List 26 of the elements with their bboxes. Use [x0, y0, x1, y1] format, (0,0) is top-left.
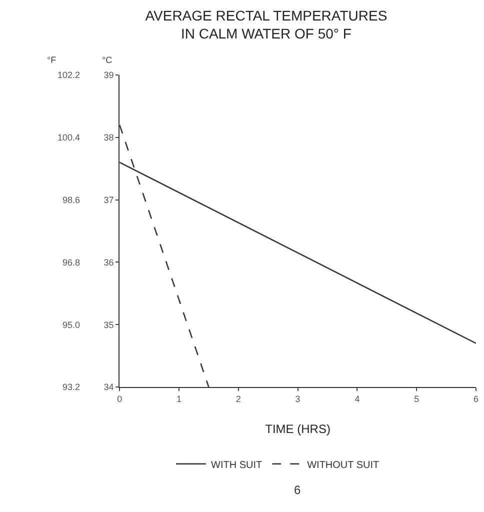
- y2-tick-label: 93.2: [62, 382, 80, 392]
- legend-label: WITHOUT SUIT: [307, 460, 380, 471]
- y2-tick-label: 98.6: [62, 194, 80, 205]
- y-axis-title: °C: [102, 55, 113, 65]
- x-tick-label: 2: [236, 394, 241, 404]
- x-tick-label: 6: [473, 394, 479, 404]
- y2-tick-label: 96.8: [62, 257, 80, 268]
- y2-axis-title: °F: [47, 55, 57, 65]
- y-tick-label: 35: [104, 320, 114, 330]
- text: 6: [294, 483, 301, 497]
- y-tick-label: 39: [104, 70, 114, 80]
- x-axis-title: TIME (HRS): [265, 422, 330, 436]
- y-tick-label: 38: [104, 132, 114, 143]
- legend-label: WITH SUIT: [211, 460, 262, 471]
- y2-tick-label: 95.0: [62, 320, 80, 330]
- chart-title: AVERAGE RECTAL TEMPERATURES IN CALM WATER OF 50° F: [145, 7, 388, 42]
- y-tick-label: 34: [104, 382, 114, 392]
- x-tick-label: 1: [176, 394, 182, 404]
- y2-tick-label: 102.2: [57, 70, 80, 80]
- x-tick-label: 5: [414, 394, 420, 404]
- x-tick-label: 0: [117, 394, 122, 404]
- y2-tick-label: 100.4: [57, 132, 80, 143]
- y-tick-label: 37: [104, 194, 114, 205]
- x-tick-label: 4: [354, 394, 360, 404]
- x-tick-label: 3: [295, 394, 300, 404]
- y-tick-label: 36: [104, 257, 114, 268]
